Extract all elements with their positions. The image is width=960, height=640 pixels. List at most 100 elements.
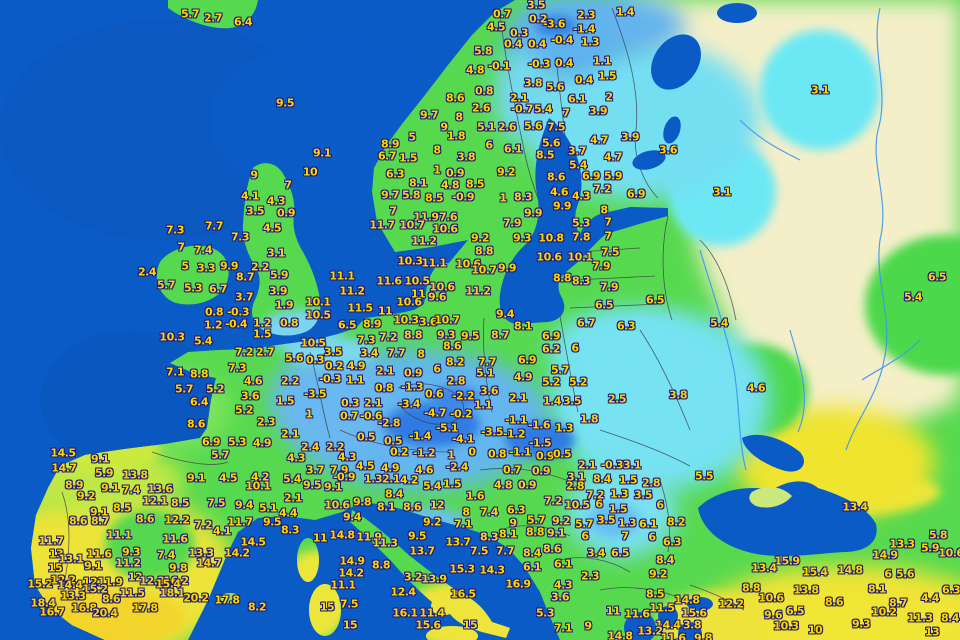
temp-label: 4.3: [572, 189, 591, 203]
temp-label: 13.4: [842, 500, 868, 514]
temp-label: 7.3: [166, 223, 185, 237]
temp-label: 8.1: [409, 176, 428, 190]
temp-label: 4.6: [550, 185, 569, 199]
temp-label: 6: [595, 497, 603, 511]
temp-label: 0.3: [341, 396, 360, 410]
temp-label: 0.4: [555, 56, 574, 70]
temp-label: 7.8: [572, 230, 591, 244]
temp-label: 1: [433, 163, 441, 177]
temp-label: 8.4: [656, 553, 675, 567]
temp-label: -1.3: [400, 380, 424, 394]
temp-label: 9.8: [694, 631, 713, 640]
temp-label: 1.5: [399, 151, 418, 165]
temp-label: 3.9: [589, 104, 608, 118]
temp-label: 8.8: [553, 271, 572, 285]
temp-label: 16.2: [163, 574, 189, 588]
adriatic-sea: [436, 526, 542, 633]
black-sea: [698, 481, 877, 557]
temp-label: 6.1: [504, 142, 523, 156]
temp-label: 14.3: [479, 563, 505, 577]
temp-label: 14.8: [837, 563, 863, 577]
temp-label: 5: [408, 130, 416, 144]
temp-label: 3.1: [567, 470, 586, 484]
temp-label: 9: [509, 516, 517, 530]
temp-label: 5.3: [228, 435, 247, 449]
temp-label: 8.9: [381, 137, 400, 151]
temp-label: 4.9: [381, 461, 400, 475]
temp-label: 0.7: [340, 409, 359, 423]
temp-label: 7: [389, 204, 397, 218]
temp-label: 3.7: [306, 463, 325, 477]
temp-label: 14.2: [338, 566, 364, 580]
temp-label: 5.4: [194, 334, 213, 348]
temp-label: 5.3: [184, 281, 203, 295]
temp-label: 0.9: [532, 464, 551, 478]
temp-label: 9.6: [764, 608, 783, 622]
temp-label: 7.9: [503, 216, 522, 230]
temp-label: 4.9: [514, 370, 533, 384]
temp-label: 11.2: [339, 284, 365, 298]
temp-label: 3.9: [269, 284, 288, 298]
temp-label: 7.5: [340, 597, 359, 611]
temp-label: 7.9: [600, 280, 619, 294]
temp-label: 8.4: [593, 472, 612, 486]
temp-label: -0.9: [451, 190, 475, 204]
temp-label: 10.6: [758, 591, 784, 605]
temp-label: 15.6: [681, 606, 707, 620]
temp-label: -1.1: [508, 445, 532, 459]
temp-label: 8.2: [446, 355, 465, 369]
temp-label: 10: [302, 165, 318, 179]
temp-label: 6: [571, 341, 579, 355]
temp-label: 6.1: [554, 557, 573, 571]
temp-label: 1.6: [466, 489, 485, 503]
temp-label: 15: [319, 600, 335, 614]
temp-label: 6.2: [542, 342, 561, 356]
temp-label: 1.3: [610, 487, 629, 501]
temp-label: 6.3: [663, 535, 682, 549]
temp-label: 14.9: [339, 554, 365, 568]
temp-label: 1: [305, 407, 313, 421]
temp-label: -0.2: [449, 407, 473, 421]
temp-label: 5.4: [423, 479, 442, 493]
temp-label: 10.7: [399, 218, 425, 232]
temp-label: 0.6: [425, 387, 444, 401]
temp-label: 8: [455, 110, 463, 124]
temp-label: 3.5: [597, 513, 616, 527]
temp-label: 5.1: [476, 366, 495, 380]
temp-label: 4.6: [244, 374, 263, 388]
temp-label: 8.1: [499, 527, 518, 541]
temp-label: 1.5: [598, 69, 617, 83]
temp-label: 16.5: [450, 587, 476, 601]
temp-label: 6: [648, 530, 656, 544]
temp-label: 0.2: [390, 445, 409, 459]
temp-label: 9.5: [461, 329, 480, 343]
temp-label: 7.4: [157, 548, 176, 562]
temp-label: 5.2: [235, 403, 254, 417]
temp-label: -1.4: [408, 429, 432, 443]
temp-label: 4.5: [487, 20, 506, 34]
temp-label: -3.5: [480, 425, 504, 439]
temp-label: 8.9: [65, 478, 84, 492]
temp-label: 7.4: [480, 505, 499, 519]
temp-label: -2.2: [451, 389, 475, 403]
temp-label: 8.5: [171, 496, 190, 510]
temp-label: 15.2: [82, 582, 108, 596]
crimea: [749, 487, 792, 508]
temp-label: 1.5: [276, 394, 295, 408]
temp-label: 7.7: [387, 346, 406, 360]
temp-label: 4.3: [338, 450, 357, 464]
temp-label: 0.7: [503, 463, 522, 477]
temp-label: 2.6: [498, 120, 517, 134]
temp-label: 6: [884, 567, 892, 581]
temp-label: 9.8: [169, 561, 188, 575]
temp-label: 8.3: [281, 523, 300, 537]
temp-label: 14.5: [240, 535, 266, 549]
temp-label: 8.6: [102, 592, 121, 606]
temp-label: 6.7: [577, 316, 596, 330]
temp-label: 8.8: [742, 581, 761, 595]
temp-label: 2.3: [581, 569, 600, 583]
temp-label: 9.2: [552, 514, 571, 528]
temp-label: 8.5: [425, 191, 444, 205]
temp-label: -0.3: [318, 372, 342, 386]
temp-label: 10.1: [245, 479, 271, 493]
